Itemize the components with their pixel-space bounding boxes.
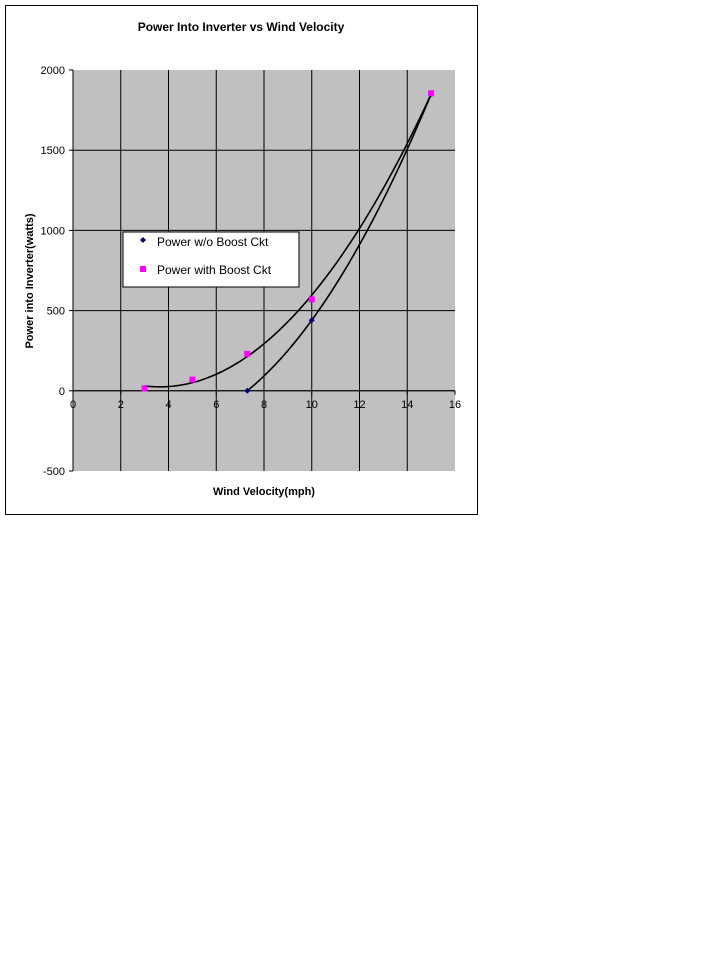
legend-label-series-2: Power with Boost Ckt	[157, 263, 272, 277]
x-tick-label: 10	[306, 399, 318, 411]
y-tick-label: 1500	[41, 145, 65, 157]
legend-marker-square	[140, 266, 146, 272]
data-point-series-1	[308, 317, 315, 324]
y-tick-label: -500	[43, 466, 65, 478]
x-tick-label: 8	[261, 399, 267, 411]
x-tick-label: 6	[213, 399, 219, 411]
y-tick-label: 0	[59, 386, 65, 398]
data-point-series-2	[189, 376, 196, 383]
y-axis-label: Power into Inverter(watts)	[24, 213, 36, 348]
x-tick-label: 12	[353, 399, 365, 411]
legend-label-series-1: Power w/o Boost Ckt	[157, 235, 269, 249]
y-tick-labels: -500 0 500 1000 1500 2000	[41, 65, 65, 478]
x-tick-labels: 0 2 4 6 8 10 12 14 16	[70, 399, 461, 411]
data-point-series-2	[428, 90, 435, 97]
x-tick-label: 4	[165, 399, 171, 411]
y-tick-label: 2000	[41, 65, 65, 77]
x-tick-label: 14	[401, 399, 413, 411]
data-point-series-1	[244, 387, 251, 394]
y-tick-label: 500	[47, 306, 65, 318]
chart-title: Power Into Inverter vs Wind Velocity	[138, 20, 345, 34]
data-point-series-2	[141, 385, 148, 392]
legend-box	[122, 231, 300, 288]
chart-frame: Power Into Inverter vs Wind Velocity 0 2 4…	[5, 5, 478, 515]
x-axis-label: Wind Velocity(mph)	[213, 486, 315, 498]
x-tick-label: 16	[449, 399, 461, 411]
x-tick-label: 2	[118, 399, 124, 411]
trendlines	[144, 93, 432, 392]
data-points	[141, 90, 435, 394]
trendline-series-2	[144, 93, 432, 388]
x-tick-label: 0	[70, 399, 76, 411]
data-point-series-2	[308, 296, 315, 303]
data-point-series-2	[244, 350, 251, 357]
trendline-series-1	[246, 93, 432, 392]
legend-marker-diamond	[140, 237, 146, 243]
legend: Power w/o Boost Ckt Power with Boost Ckt	[122, 231, 300, 288]
chart-svg: Power Into Inverter vs Wind Velocity 0 2 4…	[24, 20, 461, 498]
y-tick-label: 1000	[41, 225, 65, 237]
